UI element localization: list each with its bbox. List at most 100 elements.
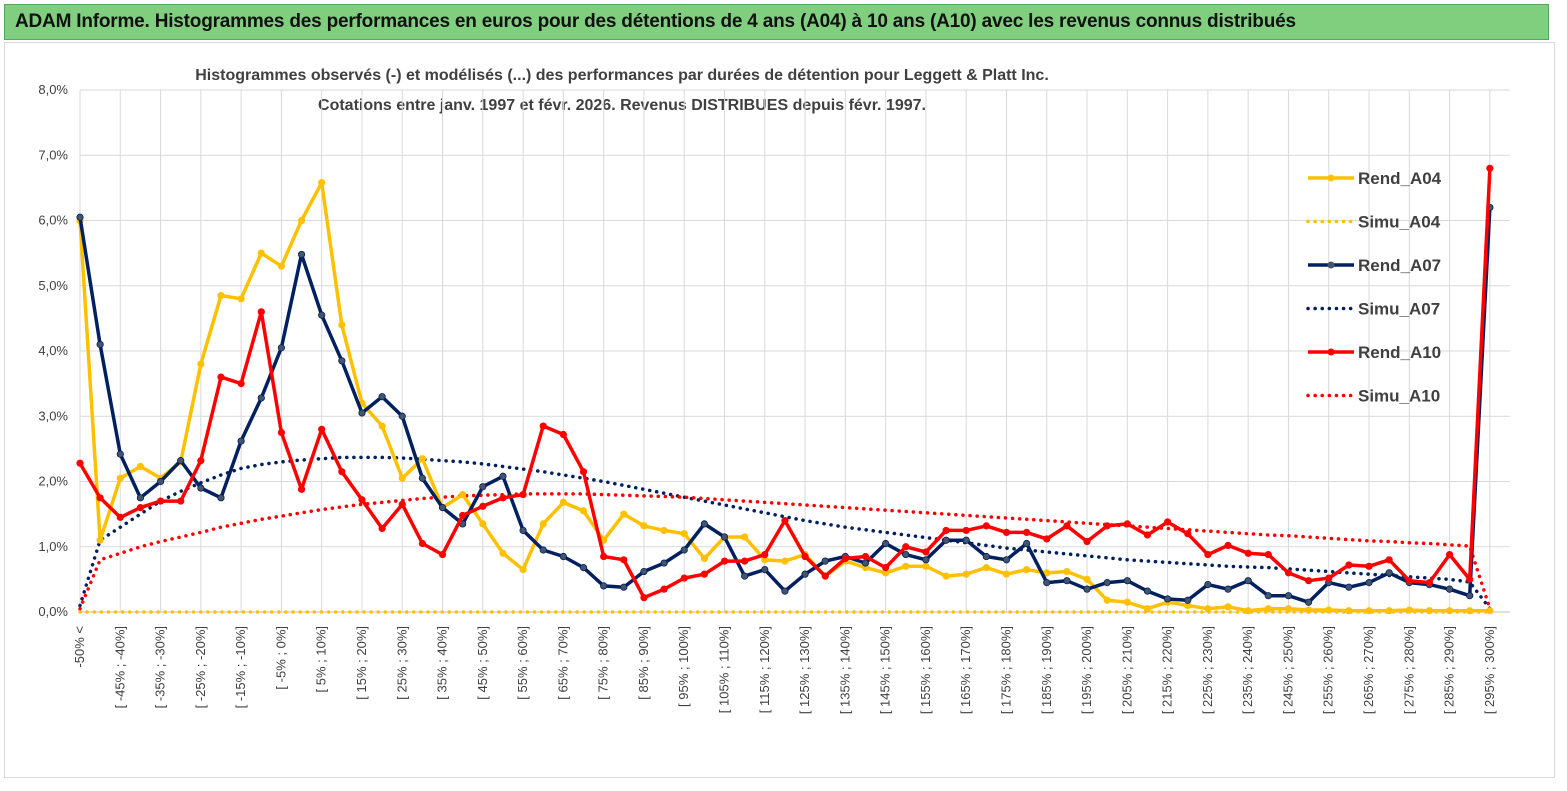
data-point-rend_a07 [1445, 585, 1454, 593]
data-point-rend_a10 [217, 373, 225, 381]
data-point-rend_a04 [922, 562, 930, 570]
data-point-rend_a10 [1083, 537, 1091, 546]
data-point-rend_a04 [1466, 607, 1474, 615]
data-point-rend_a07 [1063, 577, 1071, 585]
data-point-rend_a07 [1204, 580, 1212, 589]
legend-label: Simu_A07 [1358, 300, 1440, 319]
x-tick-label: [ 135% ; 140%] [837, 626, 852, 714]
data-point-rend_a04 [1445, 607, 1454, 615]
data-point-rend_a07 [277, 344, 286, 352]
data-point-rend_a07 [720, 533, 729, 541]
data-point-rend_a04 [257, 249, 265, 257]
data-point-rend_a10 [700, 570, 708, 578]
x-tick-label: [ 55% ; 60%] [515, 626, 530, 700]
gridlines [79, 89, 1510, 613]
data-point-rend_a04 [1244, 607, 1252, 615]
series-line-simu_a07 [78, 455, 1492, 611]
data-point-rend_a10 [821, 572, 829, 580]
data-point-rend_a07 [237, 437, 245, 445]
legend-label: Simu_A10 [1358, 387, 1440, 406]
data-point-rend_a10 [459, 511, 467, 520]
x-tick-label: [ 145% ; 150%] [878, 626, 893, 714]
data-point-rend_a07 [1143, 587, 1152, 595]
data-point-rend_a04 [418, 455, 426, 463]
data-point-rend_a10 [1345, 561, 1353, 569]
data-point-rend_a10 [1023, 528, 1031, 536]
data-point-rend_a04 [1023, 565, 1031, 574]
data-point-rend_a04 [1425, 607, 1434, 615]
data-point-rend_a04 [96, 536, 104, 544]
data-point-rend_a10 [1244, 549, 1252, 557]
data-point-rend_a10 [1164, 518, 1172, 526]
data-point-rend_a04 [559, 498, 567, 506]
data-point-rend_a04 [1264, 605, 1272, 613]
data-point-rend_a07 [358, 409, 366, 417]
y-tick-label: 0,0% [38, 604, 68, 619]
x-tick-label: [ 185% ; 190%] [1039, 626, 1054, 714]
data-point-rend_a10 [1002, 528, 1011, 536]
data-point-rend_a04 [1284, 605, 1293, 613]
x-tick-label: [ 15% ; 20%] [354, 626, 369, 700]
legend-label: Rend_A07 [1358, 256, 1441, 275]
x-tick-label: [ 275% ; 280%] [1401, 626, 1416, 714]
x-tick-label: [ 155% ; 160%] [918, 626, 933, 714]
data-point-rend_a04 [378, 422, 386, 430]
x-tick-label: [ 105% ; 110%] [717, 626, 732, 713]
x-tick-label: [ 85% ; 90%] [636, 626, 651, 700]
legend-marker [1327, 261, 1335, 269]
data-point-rend_a07 [156, 477, 165, 486]
x-tick-label: [ 5% ; 10%] [314, 626, 329, 692]
y-tick-label: 6,0% [38, 213, 68, 228]
data-point-rend_a10 [257, 308, 265, 316]
data-point-rend_a04 [237, 295, 245, 303]
data-point-rend_a07 [338, 357, 346, 365]
data-point-rend_a10 [1466, 575, 1474, 583]
data-point-rend_a10 [76, 459, 84, 467]
data-point-rend_a07 [418, 474, 426, 482]
data-point-rend_a04 [318, 179, 326, 187]
data-point-rend_a07 [197, 484, 205, 492]
data-point-rend_a10 [1264, 550, 1272, 559]
data-point-rend_a07 [1224, 585, 1232, 593]
data-point-rend_a10 [479, 502, 487, 510]
data-point-rend_a04 [660, 526, 668, 535]
data-point-rend_a10 [579, 468, 588, 476]
data-point-rend_a10 [1224, 541, 1232, 550]
data-point-rend_a07 [499, 472, 507, 480]
data-point-rend_a07 [600, 582, 608, 590]
data-point-rend_a04 [398, 474, 406, 482]
data-point-rend_a04 [620, 510, 628, 518]
data-point-rend_a10 [297, 485, 306, 493]
series-line-rend_a10 [78, 168, 1492, 600]
data-point-rend_a04 [338, 321, 346, 329]
data-point-rend_a04 [942, 572, 950, 580]
legend-label: Simu_A04 [1358, 213, 1441, 232]
data-point-rend_a10 [1405, 577, 1413, 585]
data-point-rend_a10 [1043, 535, 1051, 543]
y-tick-label: 8,0% [38, 82, 68, 97]
data-point-rend_a04 [277, 262, 286, 270]
legend-marker [1327, 174, 1335, 182]
data-point-rend_a07 [1466, 592, 1474, 600]
data-point-rend_a04 [1486, 607, 1494, 615]
data-point-rend_a07 [1304, 598, 1313, 606]
data-point-rend_a10 [741, 557, 749, 565]
x-tick-label: -50% < [72, 626, 87, 668]
data-point-rend_a04 [1365, 607, 1373, 615]
x-tick-label: [ -35% ; -30%] [153, 626, 168, 708]
data-point-rend_a07 [821, 557, 829, 565]
data-point-rend_a04 [1385, 607, 1393, 615]
data-point-rend_a04 [217, 291, 225, 300]
data-point-rend_a10 [318, 425, 326, 433]
data-point-rend_a04 [1345, 607, 1353, 615]
data-point-rend_a10 [438, 550, 447, 559]
x-tick-label: [ 295% ; 300%] [1482, 626, 1497, 714]
data-point-rend_a07 [297, 250, 306, 259]
legend-label: Rend_A04 [1358, 169, 1442, 188]
data-point-rend_a07 [620, 583, 628, 591]
data-point-rend_a10 [1385, 556, 1393, 564]
data-point-rend_a07 [741, 572, 749, 580]
data-point-rend_a10 [338, 468, 346, 476]
y-axis: 0,0% 1,0% 2,0% 3,0% 4,0% 5,0% 6,0% 7,0% 8,0% [38, 82, 68, 619]
x-tick-label: [ 215% ; 220%] [1160, 626, 1175, 714]
